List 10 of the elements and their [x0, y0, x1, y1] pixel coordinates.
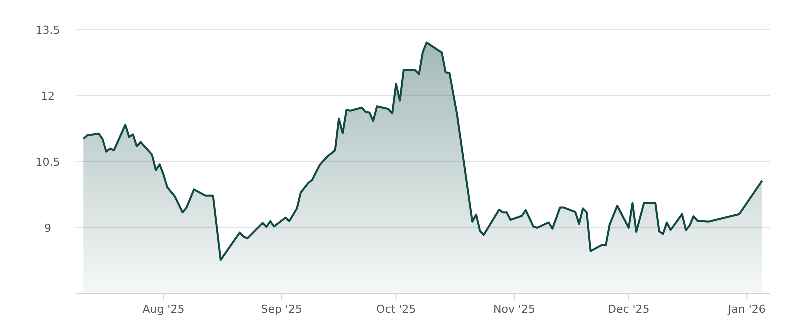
x-tick-label: Aug '25	[142, 303, 185, 316]
x-tick-label: Jan '26	[727, 303, 766, 316]
y-tick-label: 10.5	[36, 156, 60, 169]
y-tick-label: 13.5	[36, 24, 60, 37]
x-tick-label: Dec '25	[608, 303, 650, 316]
y-tick-label: 9	[44, 222, 52, 235]
x-tick-label: Nov '25	[494, 303, 536, 316]
x-tick-label: Oct '25	[376, 303, 416, 316]
y-tick-label: 12	[41, 90, 55, 103]
x-tick-label: Sep '25	[261, 303, 303, 316]
